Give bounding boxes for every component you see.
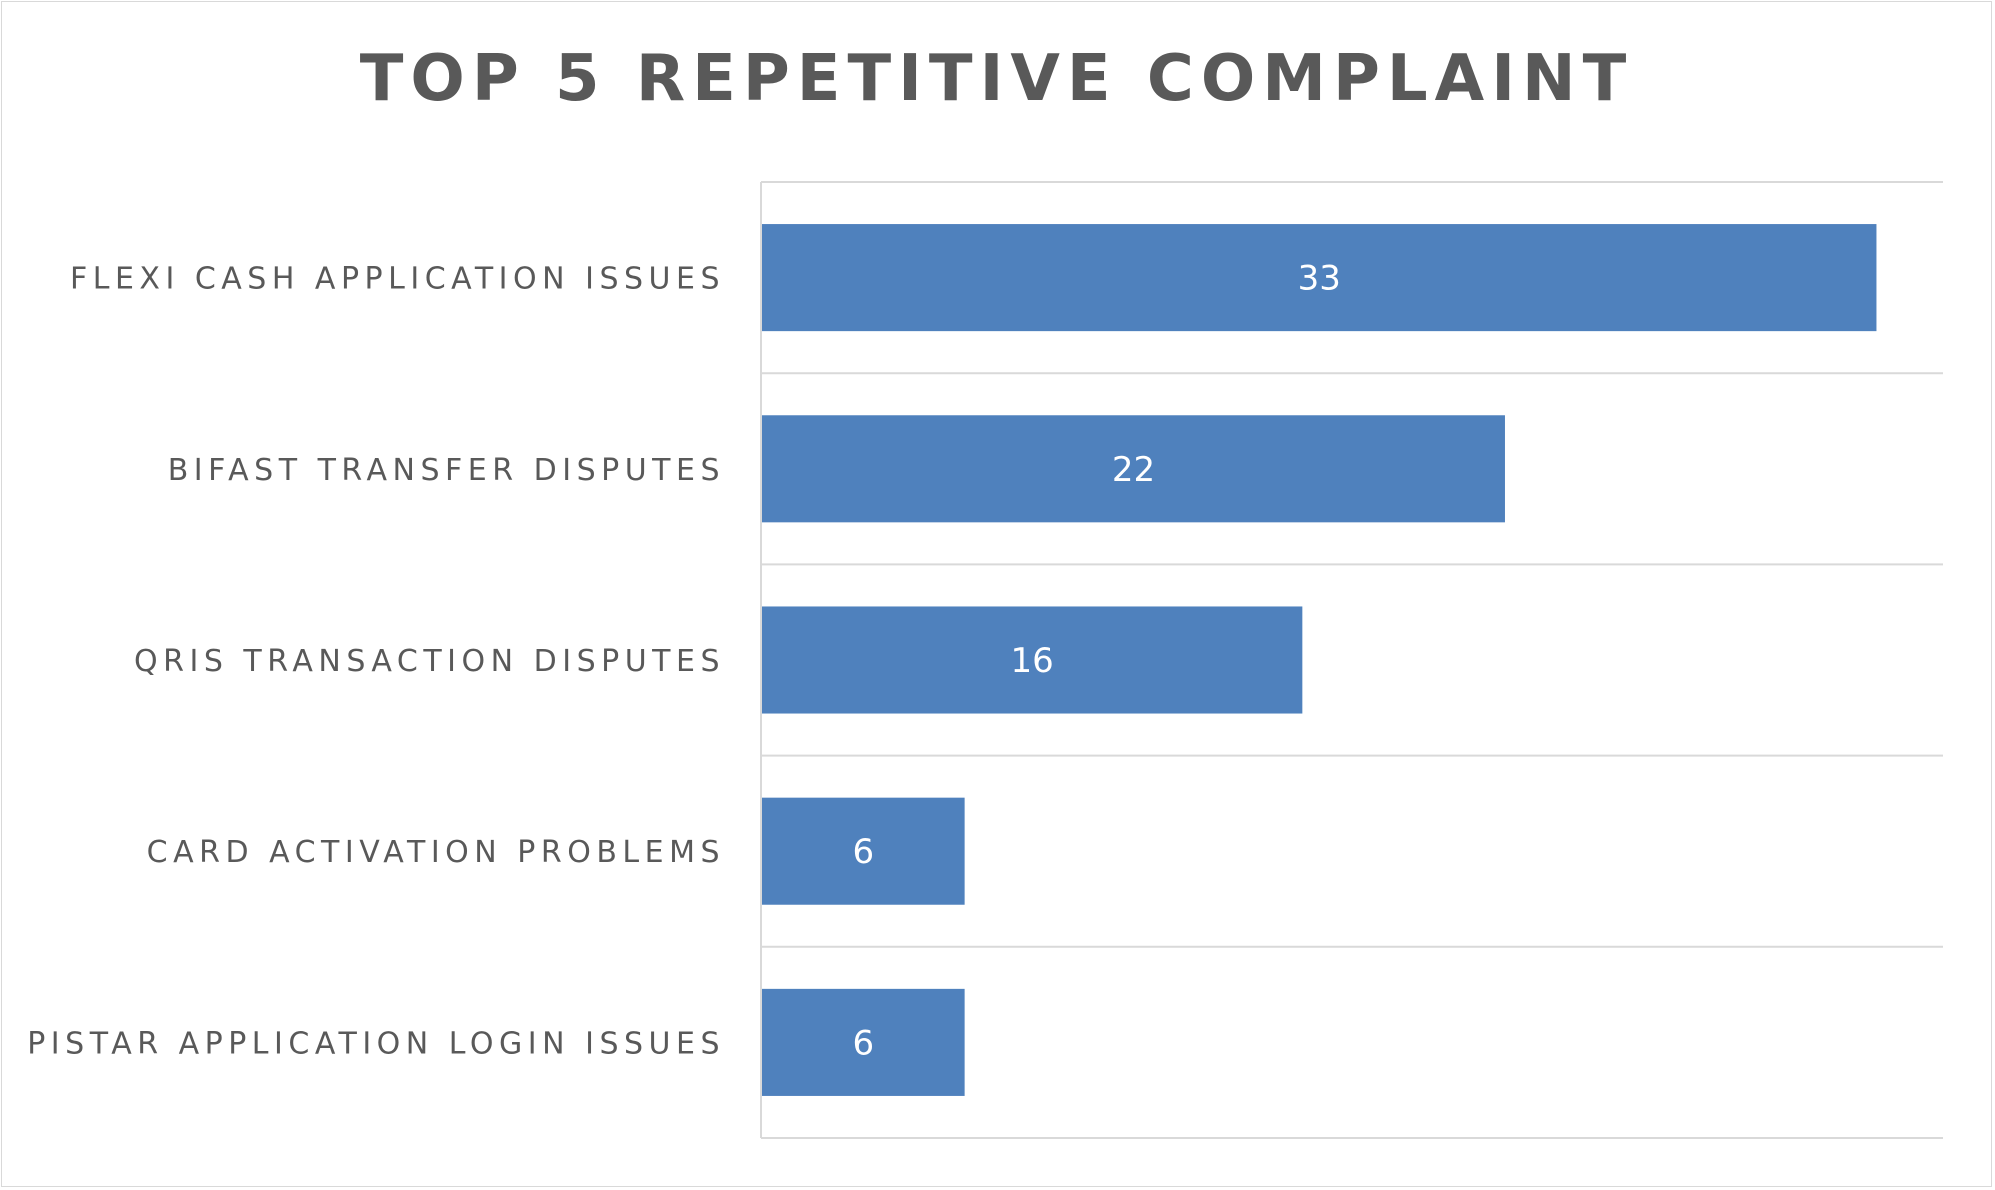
bar bbox=[762, 224, 1877, 332]
category-label: FLEXI CASH APPLICATION ISSUES bbox=[70, 262, 725, 297]
category-label: QRIS TRANSACTION DISPUTES bbox=[134, 644, 725, 679]
data-label: 33 bbox=[1298, 259, 1341, 299]
data-label: 6 bbox=[852, 832, 874, 872]
bar bbox=[762, 606, 1303, 714]
data-label: 22 bbox=[1112, 450, 1155, 490]
chart-title: TOP 5 REPETITIVE COMPLAINT bbox=[359, 42, 1634, 116]
data-label: 6 bbox=[852, 1023, 874, 1063]
category-label: CARD ACTIVATION PROBLEMS bbox=[147, 835, 725, 870]
category-label: BIFAST TRANSFER DISPUTES bbox=[168, 453, 725, 488]
bar bbox=[762, 797, 965, 905]
category-label: PISTAR APPLICATION LOGIN ISSUES bbox=[27, 1026, 725, 1061]
bar bbox=[762, 415, 1505, 523]
bar bbox=[762, 988, 965, 1096]
data-label: 16 bbox=[1011, 641, 1054, 681]
